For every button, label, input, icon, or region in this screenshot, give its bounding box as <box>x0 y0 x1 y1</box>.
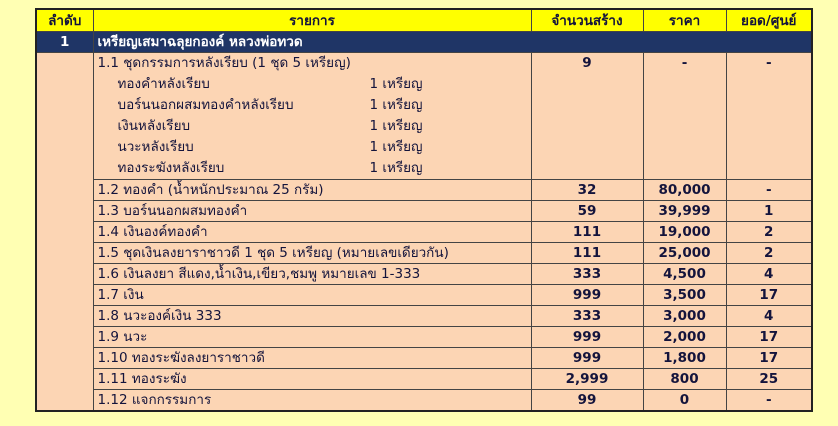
item-label: 1.1 ชุดกรรมการหลังเรียบ (1 ชุด 5 เหรียญ)… <box>92 52 532 180</box>
item-label: 1.12 แจกกรรมการ <box>92 389 532 412</box>
item-qty: 9 <box>530 52 644 180</box>
item-row: 1.8 นวะองค์เงิน 333 333 3,000 4 <box>36 305 813 327</box>
table-wrap: ลำดับ รายการ จำนวนสร้าง ราคา ยอด/ศูนย์ 1 เหรี… <box>35 8 813 412</box>
item-row: 1.10 ทองระฆังลงยาราชาวดี 999 1,800 17 <box>36 347 813 369</box>
item-label: 1.7 เงิน <box>92 284 532 306</box>
item-qty: 59 <box>530 200 644 222</box>
item-row: 1.7 เงิน 999 3,500 17 <box>36 284 813 306</box>
item-price: 0 <box>642 389 727 412</box>
item-price: 19,000 <box>642 221 727 243</box>
sub-item: บอร์นนอกผสมทองคำหลังเรียบ 1 เหรียญ <box>98 95 527 116</box>
group-title: เหรียญเสมาฉลุยกองค์ หลวงพ่อทวด <box>92 31 813 53</box>
item-label: 1.6 เงินลงยา สีแดง,น้ำเงิน,เขียว,ชมพู หม… <box>92 263 532 285</box>
item-balance: 4 <box>725 263 813 285</box>
item-balance: 17 <box>725 347 813 369</box>
item-row: 1.4 เงินองค์ทองคำ 111 19,000 2 <box>36 221 813 243</box>
sub-item-name: ทองคำหลังเรียบ <box>117 76 210 92</box>
sub-item: เงินหลังเรียบ 1 เหรียญ <box>98 116 527 137</box>
sub-item: นวะหลังเรียบ 1 เหรียญ <box>98 137 527 158</box>
item-label: 1.9 นวะ <box>92 326 532 348</box>
item-row: 1.9 นวะ 999 2,000 17 <box>36 326 813 348</box>
item-row: 1.1 ชุดกรรมการหลังเรียบ (1 ชุด 5 เหรียญ)… <box>35 52 813 412</box>
item-price: 3,000 <box>642 305 727 327</box>
item-row: 1.2 ทองคำ (น้ำหนักประมาณ 25 กรัม) 32 80,00… <box>36 179 813 201</box>
item-qty: 333 <box>530 305 644 327</box>
item-balance: 2 <box>725 242 813 264</box>
item-qty: 32 <box>530 179 644 201</box>
item-row: 1.3 บอร์นนอกผสมทองคำ 59 39,999 1 <box>36 200 813 222</box>
item-balance: 1 <box>725 200 813 222</box>
column-header: จำนวนสร้าง <box>530 8 644 32</box>
sub-item-count: 1 เหรียญ <box>369 139 423 155</box>
item-row: 1.12 แจกกรรมการ 99 0- <box>36 389 813 412</box>
item-price: 39,999 <box>642 200 727 222</box>
item-qty: 333 <box>530 263 644 285</box>
item-balance: - <box>725 179 813 201</box>
item-qty: 999 <box>530 326 644 348</box>
item-price: 25,000 <box>642 242 727 264</box>
item-label: 1.10 ทองระฆังลงยาราชาวดี <box>92 347 532 369</box>
item-label: 1.3 บอร์นนอกผสมทองคำ <box>92 200 532 222</box>
item-qty: 99 <box>530 389 644 412</box>
header-row: ลำดับ รายการ จำนวนสร้าง ราคา ยอด/ศูนย์ <box>35 8 813 32</box>
price-table: ลำดับ รายการ จำนวนสร้าง ราคา ยอด/ศูนย์ 1 เหรี… <box>35 8 813 412</box>
item-price: 4,500 <box>642 263 727 285</box>
item-row: 1.6 เงินลงยา สีแดง,น้ำเงิน,เขียว,ชมพู หม… <box>36 263 813 285</box>
item-balance: 2 <box>725 221 813 243</box>
item-label-text: 1.1 ชุดกรรมการหลังเรียบ (1 ชุด 5 เหรียญ) <box>97 55 351 71</box>
item-price: 80,000 <box>642 179 727 201</box>
number-cell <box>35 52 94 412</box>
item-label: 1.5 ชุดเงินลงยาราชาวดี 1 ชุด 5 เหรียญ (ห… <box>92 242 532 264</box>
table-body: 1 เหรียญเสมาฉลุยกองค์ หลวงพ่อทวด 1.1 ชุดกร… <box>35 31 813 412</box>
item-balance: - <box>725 389 813 412</box>
item-balance: 4 <box>725 305 813 327</box>
sub-item-count: 1 เหรียญ <box>369 97 423 113</box>
sub-item-name: บอร์นนอกผสมทองคำหลังเรียบ <box>117 97 294 113</box>
sub-item: ทองระฆังหลังเรียบ 1 เหรียญ <box>98 158 527 179</box>
column-header: ลำดับ <box>35 8 94 32</box>
item-balance: - <box>725 52 813 180</box>
column-header: รายการ <box>92 8 532 32</box>
item-label: 1.8 นวะองค์เงิน 333 <box>92 305 532 327</box>
item-price: 3,500 <box>642 284 727 306</box>
column-header: ราคา <box>642 8 727 32</box>
item-price: 800 <box>642 368 727 390</box>
item-row: 1.11 ทองระฆัง 2,999 800 25 <box>36 368 813 390</box>
group-number: 1 <box>35 31 94 53</box>
sub-item-count: 1 เหรียญ <box>369 76 423 92</box>
item-price: 2,000 <box>642 326 727 348</box>
item-balance: 17 <box>725 326 813 348</box>
group-row: 1 เหรียญเสมาฉลุยกองค์ หลวงพ่อทวด <box>35 31 813 53</box>
item-qty: 2,999 <box>530 368 644 390</box>
column-header: ยอด/ศูนย์ <box>725 8 813 32</box>
item-price: - <box>642 52 727 180</box>
item-price: 1,800 <box>642 347 727 369</box>
item-label: 1.2 ทองคำ (น้ำหนักประมาณ 25 กรัม) <box>92 179 532 201</box>
sub-item-name: เงินหลังเรียบ <box>117 118 191 134</box>
sub-item: ทองคำหลังเรียบ 1 เหรียญ <box>98 74 527 95</box>
item-qty: 111 <box>530 242 644 264</box>
item-qty: 999 <box>530 347 644 369</box>
item-qty: 999 <box>530 284 644 306</box>
item-label: 1.4 เงินองค์ทองคำ <box>92 221 532 243</box>
item-balance: 25 <box>725 368 813 390</box>
sub-item-name: นวะหลังเรียบ <box>117 139 194 155</box>
item-balance: 17 <box>725 284 813 306</box>
sub-item-name: ทองระฆังหลังเรียบ <box>117 160 225 176</box>
item-label: 1.11 ทองระฆัง <box>92 368 532 390</box>
item-row: 1.5 ชุดเงินลงยาราชาวดี 1 ชุด 5 เหรียญ (ห… <box>36 242 813 264</box>
item-qty: 111 <box>530 221 644 243</box>
sub-item-count: 1 เหรียญ <box>369 160 423 176</box>
sub-item-count: 1 เหรียญ <box>369 118 423 134</box>
